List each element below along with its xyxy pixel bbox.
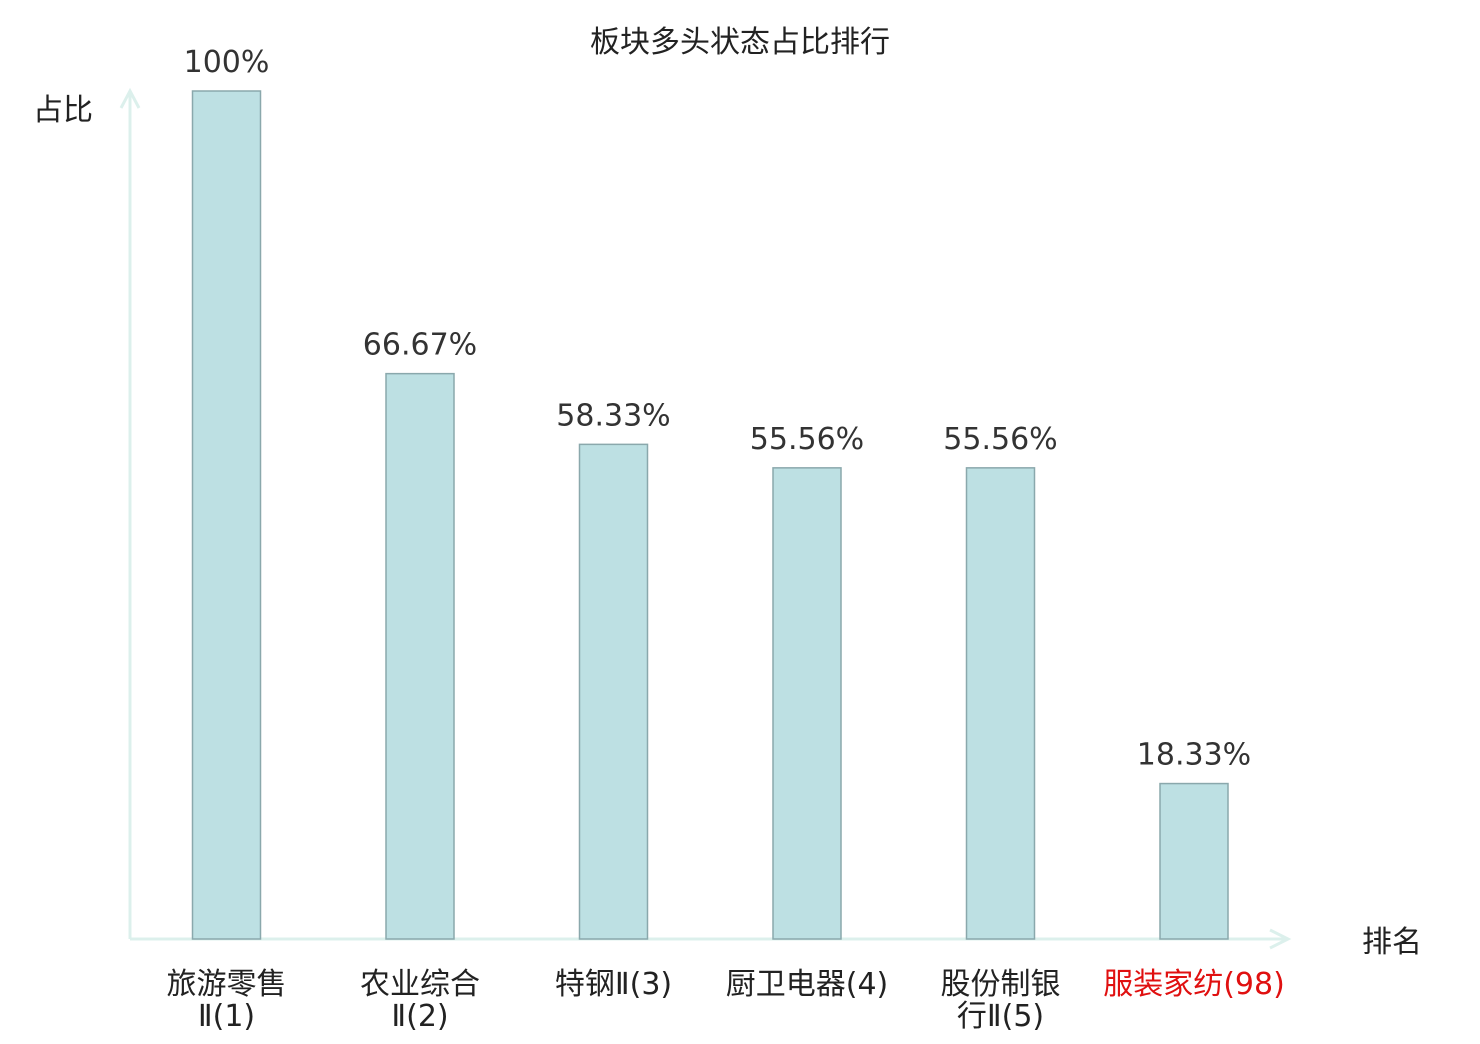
x-axis-label: 排名: [1362, 925, 1422, 960]
x-tick-label: Ⅱ(2): [391, 999, 448, 1034]
chart-title: 板块多头状态占比排行: [590, 25, 890, 60]
value-labels-group: 100% 66.67% 58.33% 55.56% 55.56% 18.33%: [184, 45, 1252, 773]
bar: [1159, 782, 1229, 940]
y-axis-label: 占比: [33, 93, 93, 128]
x-tick-label: 行Ⅱ(5): [957, 999, 1044, 1034]
value-label: 18.33%: [1137, 738, 1251, 773]
y-axis-arrow-icon: [119, 87, 141, 109]
value-label: 100%: [184, 45, 270, 80]
value-label: 66.67%: [363, 328, 477, 363]
x-tick-label: 厨卫电器(4): [726, 967, 889, 1002]
bar: [772, 467, 842, 940]
x-tick-label: 特钢Ⅱ(3): [555, 967, 672, 1002]
bar: [191, 90, 262, 940]
x-axis-arrow-icon: [1269, 928, 1292, 950]
bar: [385, 372, 455, 940]
axes: [119, 87, 1292, 950]
value-label: 55.56%: [943, 422, 1057, 457]
bars-group: [191, 90, 1229, 940]
bar: [965, 467, 1036, 940]
x-tick-label: 旅游零售: [167, 967, 287, 1002]
x-tick-label: 服装家纺(98): [1103, 967, 1285, 1002]
x-tick-label: 农业综合: [360, 967, 480, 1002]
x-tick-label: 股份制银: [941, 967, 1061, 1002]
value-label: 55.56%: [750, 422, 864, 457]
bar: [578, 443, 649, 940]
value-label: 58.33%: [556, 398, 670, 433]
x-tick-label: Ⅱ(1): [198, 999, 255, 1034]
